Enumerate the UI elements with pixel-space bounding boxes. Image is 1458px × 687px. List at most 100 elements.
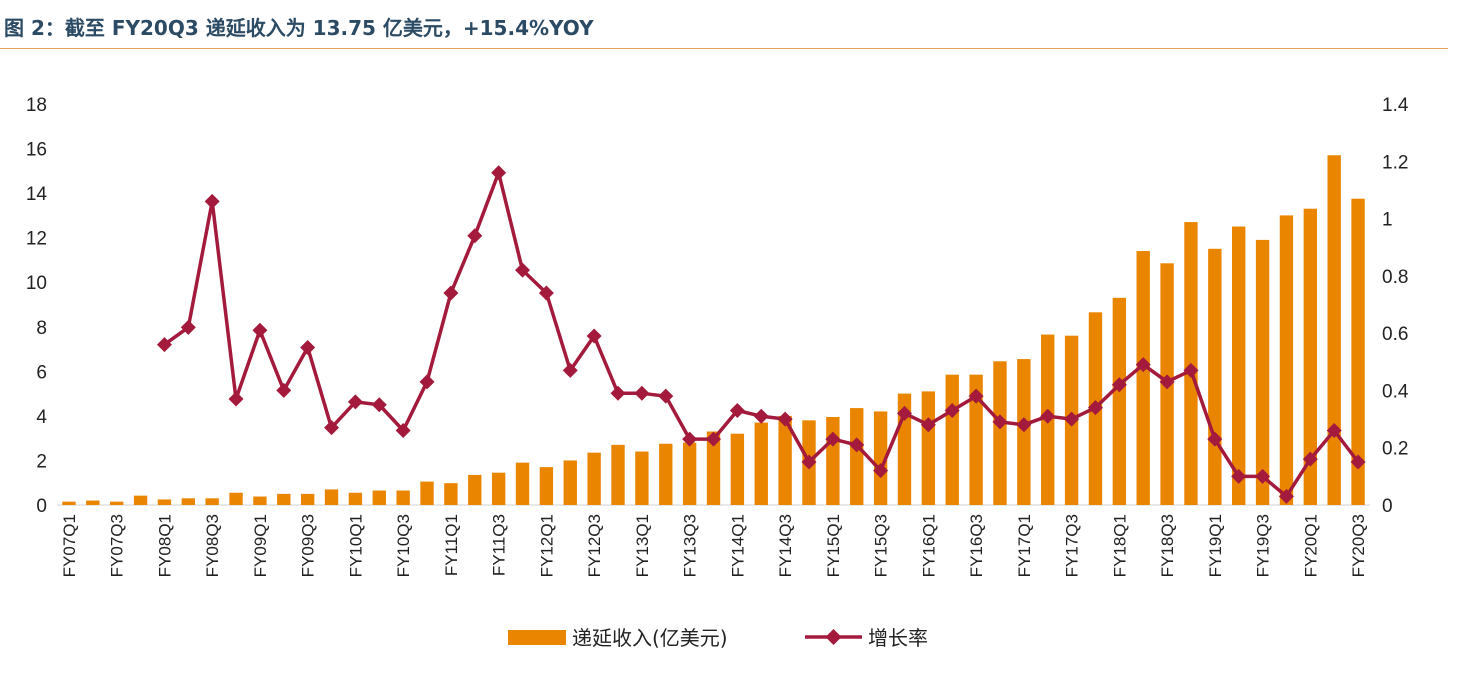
line-point (515, 262, 531, 278)
x-axis: FY07Q1 FY07Q3 FY08Q1 FY08Q3 FY09Q1 FY09Q3 FY10… (60, 514, 1368, 577)
bar (1327, 155, 1341, 505)
line-point (1135, 357, 1151, 373)
line-point (204, 193, 220, 209)
line-point (1302, 451, 1318, 467)
bar (181, 498, 195, 505)
bar (205, 498, 219, 505)
line-point (1231, 468, 1247, 484)
bar (682, 442, 697, 505)
line-point (849, 437, 865, 453)
left-axis-tick: 12 (26, 229, 47, 250)
line-point (968, 388, 984, 404)
x-axis-tick: FY08Q1 (155, 514, 174, 577)
legend: 递延收入(亿美元) 增长率 (508, 626, 928, 650)
bar (324, 489, 339, 505)
bar (587, 452, 601, 505)
legend-bar-swatch (508, 630, 566, 645)
bar (945, 374, 959, 505)
bar (1279, 215, 1294, 505)
bar (277, 493, 291, 505)
bar (1112, 297, 1127, 505)
x-axis-tick: FY08Q3 (203, 514, 222, 577)
line-point (920, 417, 936, 433)
right-axis-tick: 0.6 (1382, 324, 1408, 345)
line-point (156, 337, 172, 353)
bar (229, 492, 243, 505)
x-axis-tick: FY10Q3 (394, 514, 413, 577)
left-axis-tick: 2 (36, 451, 47, 472)
left-axis-tick: 8 (36, 318, 47, 339)
line-point (419, 374, 435, 390)
bar (86, 500, 100, 505)
line-point (873, 463, 889, 479)
bar (850, 408, 864, 505)
line-point (538, 285, 554, 301)
bar (157, 499, 172, 505)
line-point (777, 411, 793, 427)
line-point (252, 322, 268, 338)
line-point (467, 228, 483, 244)
line-point (1159, 374, 1175, 390)
x-axis-tick: FY09Q1 (251, 514, 270, 577)
bar (133, 495, 148, 505)
x-axis-tick: FY19Q1 (1206, 514, 1225, 577)
legend-bar-label: 递延收入(亿美元) (572, 626, 728, 650)
bar (348, 492, 363, 505)
bar (253, 496, 267, 505)
left-axis-tick: 6 (36, 362, 47, 383)
line-point (896, 405, 912, 421)
line-point (706, 431, 721, 447)
x-axis-tick: FY09Q3 (299, 514, 318, 577)
title-divider (0, 48, 1448, 49)
x-axis-tick: FY18Q1 (1110, 514, 1129, 577)
bar (993, 361, 1007, 505)
x-axis-tick: FY20Q1 (1301, 514, 1320, 577)
line-point (1183, 362, 1199, 378)
x-axis-tick: FY07Q1 (60, 514, 79, 577)
left-axis-tick: 10 (26, 273, 47, 294)
bar (1136, 251, 1150, 505)
x-axis-tick: FY12Q1 (537, 514, 556, 577)
left-axis-tick: 14 (26, 184, 48, 205)
bar (611, 444, 625, 505)
line-point (1207, 431, 1223, 447)
line-point (944, 402, 960, 418)
line-point (276, 382, 292, 398)
line-point (1064, 411, 1080, 427)
x-axis-tick: FY19Q3 (1254, 514, 1273, 577)
line-point (729, 402, 745, 418)
right-axis: 0 0.2 0.4 0.6 0.8 1 1.2 1.4 (1382, 95, 1409, 517)
line-point (586, 328, 602, 344)
bar (62, 501, 76, 505)
legend-line-marker (825, 629, 842, 645)
line-point (1255, 468, 1271, 484)
bar (1303, 208, 1318, 505)
bar (778, 415, 792, 505)
left-axis: 0 2 4 6 8 10 12 14 16 18 (26, 95, 48, 517)
right-axis-tick: 1.4 (1382, 95, 1409, 116)
bar (1208, 248, 1222, 506)
x-axis-tick: FY15Q1 (824, 514, 843, 577)
line-point (1111, 377, 1127, 393)
line-point (347, 394, 363, 410)
page-title: 图 2：截至 FY20Q3 递延收入为 13.75 亿美元，+15.4%YOY (4, 16, 594, 40)
bar (420, 481, 434, 505)
left-axis-tick: 16 (26, 140, 47, 161)
x-axis-tick: FY16Q1 (919, 514, 938, 577)
right-axis-tick: 0.4 (1382, 381, 1409, 402)
left-axis-tick: 0 (36, 496, 47, 517)
right-axis-tick: 0 (1382, 496, 1393, 517)
x-axis-tick: FY07Q3 (108, 514, 127, 577)
bar (706, 431, 721, 505)
line-point (634, 385, 650, 401)
x-axis-tick: FY20Q3 (1349, 514, 1368, 577)
x-axis-tick: FY12Q3 (585, 514, 604, 577)
right-axis-tick: 0.8 (1382, 267, 1408, 288)
x-axis-tick: FY18Q3 (1158, 514, 1177, 577)
x-axis-tick: FY17Q1 (1015, 514, 1034, 577)
line-point (753, 408, 769, 424)
left-axis-tick: 18 (26, 95, 47, 116)
line-point (180, 319, 196, 335)
line-point (300, 339, 316, 355)
